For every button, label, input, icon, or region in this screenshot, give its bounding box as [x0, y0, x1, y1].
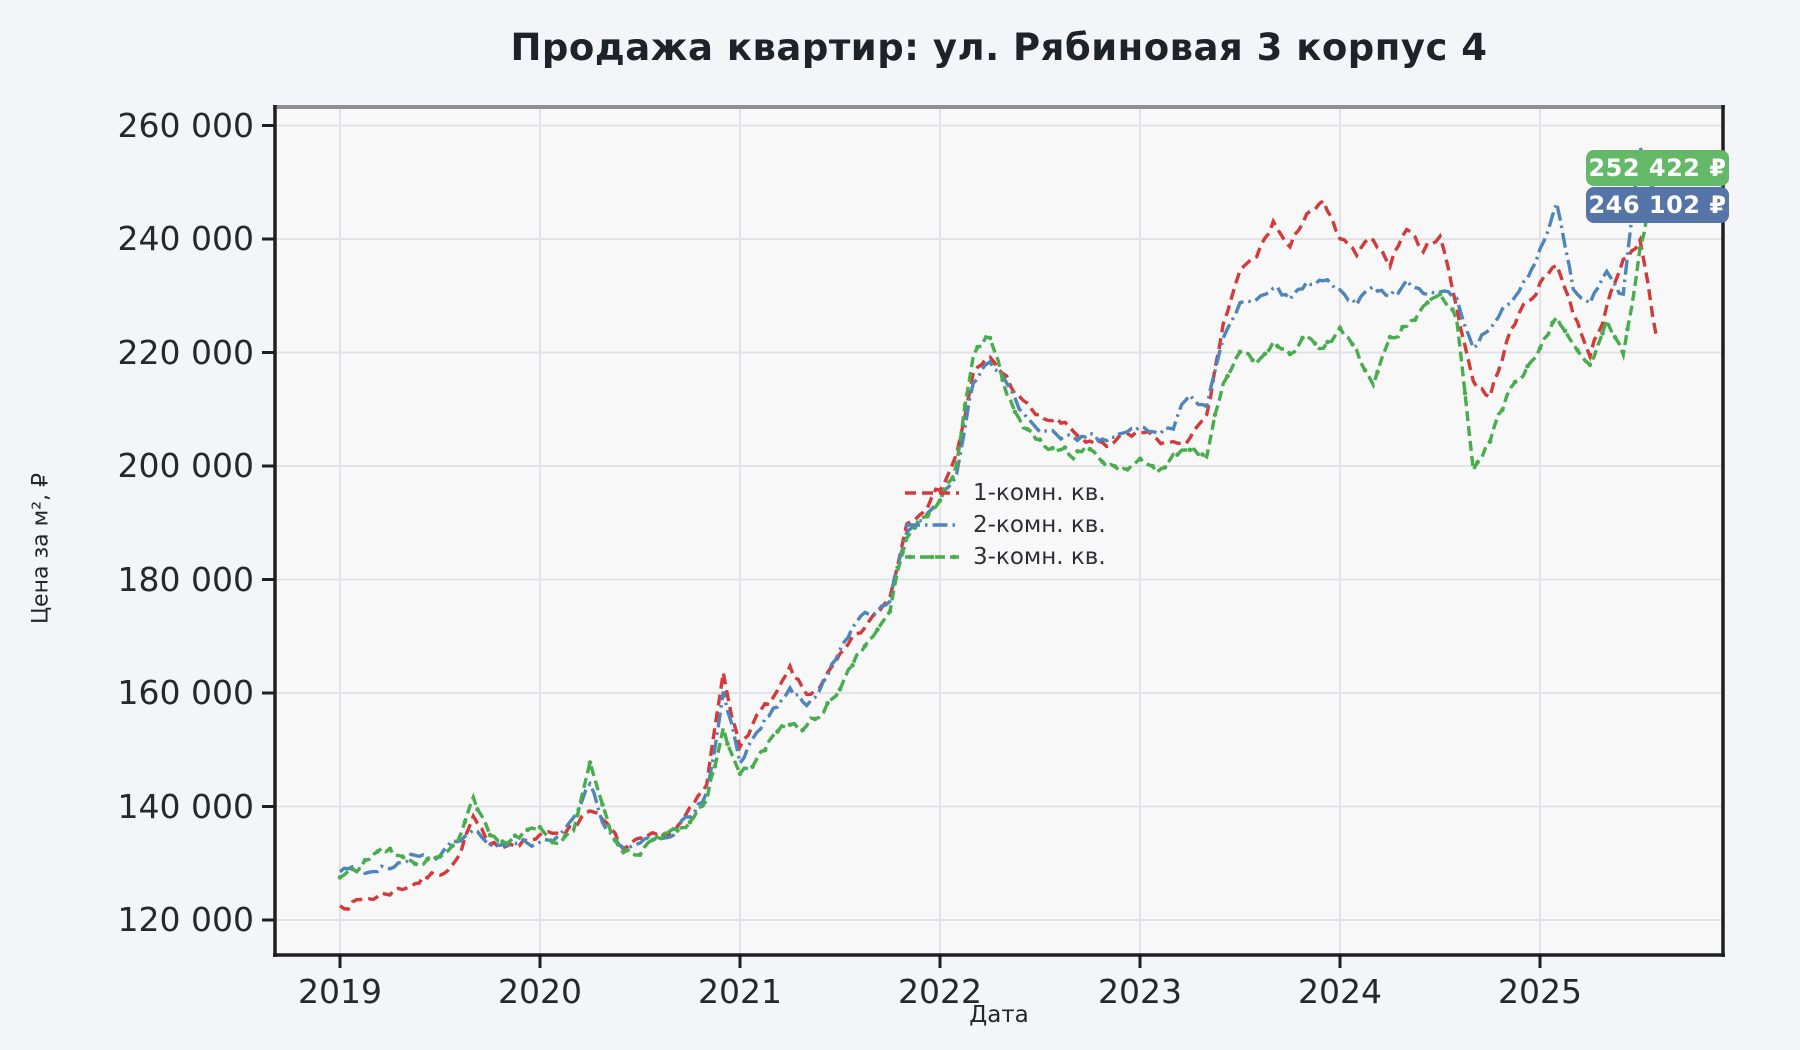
final-price-badge-green: 252 422 ₽ [1586, 150, 1729, 186]
y-axis-title: Цена за м², ₽ [28, 472, 54, 625]
y-tick-label: 200 000 [117, 446, 254, 485]
legend-item-3: 3-комн. кв. [903, 541, 1106, 573]
x-tick-label: 2022 [898, 972, 982, 1011]
legend-line-sample-green [905, 554, 959, 560]
series-line-1 [339, 198, 1659, 912]
legend-label: 3-комн. кв. [973, 544, 1106, 570]
plot-spines [273, 105, 1725, 957]
gridlines [275, 107, 1723, 955]
x-tick-label: 2024 [1298, 972, 1382, 1011]
x-tick-label: 2025 [1498, 972, 1582, 1011]
series-group [337, 146, 1659, 912]
x-tick-label: 2020 [498, 972, 582, 1011]
x-tick-label: 2021 [698, 972, 782, 1011]
series-line-3 [339, 168, 1659, 879]
y-tick-label: 260 000 [117, 105, 254, 145]
x-axis-title: Дата [969, 1002, 1029, 1028]
legend-line-sample-red [905, 491, 959, 495]
plot-area [275, 107, 1723, 955]
legend-item-2: 2-комн. кв. [903, 509, 1106, 541]
y-tick-label: 240 000 [117, 219, 254, 258]
series-markers-3 [337, 185, 1655, 880]
y-tick-label: 220 000 [117, 332, 254, 372]
y-tick-label: 160 000 [117, 673, 254, 712]
axis-ticks [262, 124, 1542, 968]
legend-item-1: 1-комн. кв. [903, 477, 1106, 509]
x-tick-label: 2019 [298, 972, 382, 1011]
y-tick-label: 120 000 [117, 900, 254, 939]
y-tick-label: 180 000 [117, 559, 254, 599]
legend-label: 1-комн. кв. [973, 480, 1106, 506]
legend: 1-комн. кв. 2-комн. кв. 3-комн. кв. [903, 477, 1106, 573]
chart-title: Продажа квартир: ул. Рябиновая 3 корпус … [510, 26, 1488, 69]
legend-label: 2-комн. кв. [973, 512, 1106, 538]
legend-line-sample-blue [905, 523, 959, 527]
x-tick-label: 2023 [1098, 972, 1182, 1011]
y-tick-label: 140 000 [117, 786, 254, 826]
final-price-badge-blue: 246 102 ₽ [1586, 187, 1729, 223]
